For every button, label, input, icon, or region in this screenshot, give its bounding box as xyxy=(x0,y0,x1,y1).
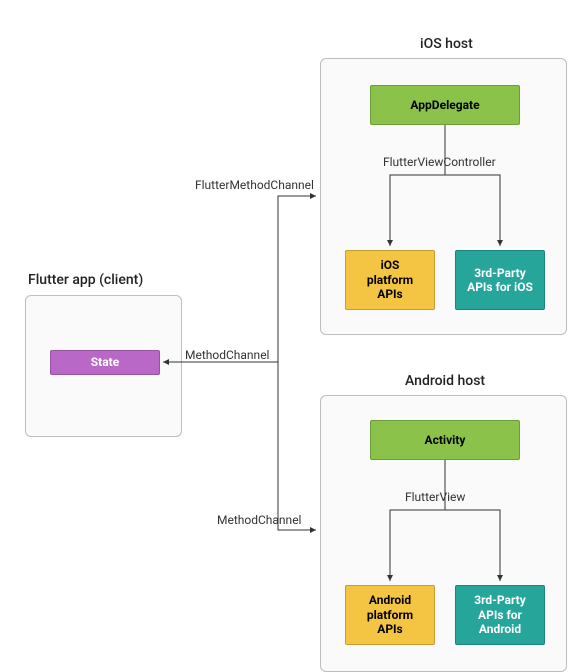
ios-platform-apis-node: iOSplatformAPIs xyxy=(345,250,435,310)
android-3rdparty-node: 3rd-PartyAPIs forAndroid xyxy=(455,585,545,645)
android-host-title: Android host xyxy=(405,373,485,389)
flutterview-label: FlutterView xyxy=(405,490,465,504)
ios-host-title: iOS host xyxy=(420,36,473,52)
flutterviewcontroller-label: FlutterViewController xyxy=(383,155,496,169)
ios-3rdparty-node: 3rd-PartyAPIs for iOS xyxy=(455,250,545,310)
methodchannel-label-2: MethodChannel xyxy=(217,513,301,527)
android-platform-apis-node: AndroidplatformAPIs xyxy=(345,585,435,645)
activity-node: Activity xyxy=(370,420,520,460)
methodchannel-label: MethodChannel xyxy=(185,348,269,362)
flutter-client-title: Flutter app (client) xyxy=(28,272,143,288)
fluttermethodchannel-label: FlutterMethodChannel xyxy=(195,178,314,192)
appdelegate-node: AppDelegate xyxy=(370,85,520,125)
state-node: State xyxy=(50,350,160,375)
